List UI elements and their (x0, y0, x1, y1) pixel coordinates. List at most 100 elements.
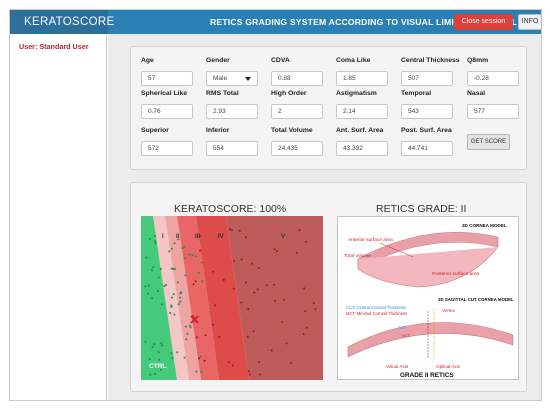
field-total-volume: Total Volume 24.435 (271, 127, 331, 156)
ctrl-point (188, 324, 191, 327)
field-input[interactable]: 2.93 (206, 104, 258, 119)
zone-label-ctrl: CTRL (149, 363, 166, 370)
ctrl-point (184, 325, 187, 328)
posterior-label: Posterior surface area (432, 271, 480, 277)
ctrl-point (169, 312, 172, 314)
field-input[interactable]: 543 (401, 104, 453, 119)
ctrl-point (152, 266, 155, 269)
patient-point (256, 288, 259, 291)
patient-point (246, 335, 249, 338)
visual-axis-label: Visual Axis (386, 364, 409, 369)
field-label: Nasal (467, 90, 486, 97)
field-label: High Order (271, 90, 307, 97)
ctrl-point (191, 254, 194, 257)
zone-label-v: V (281, 234, 285, 240)
ctrl-point (201, 261, 204, 264)
cornea-model-figure: 3D CORNEA MODEL Anterior surface area To… (337, 216, 519, 380)
field-input[interactable]: 43.392 (336, 141, 388, 156)
patient-point (258, 373, 261, 376)
patient-point (198, 357, 200, 360)
ctrl-point (173, 267, 176, 270)
ctrl-point (172, 293, 175, 296)
field-input[interactable]: 1.85 (336, 71, 388, 86)
ctrl-point (160, 342, 163, 345)
zone-label-ii: II (176, 234, 180, 240)
patient-point (198, 235, 201, 238)
ctrl-point (186, 332, 189, 335)
patient-point (211, 323, 214, 326)
ctrl-point (144, 285, 147, 288)
ctrl-point (154, 240, 157, 243)
ctrl-point (145, 256, 148, 259)
field-input[interactable]: -0.28 (467, 71, 519, 86)
field-input[interactable]: 0.88 (271, 71, 323, 86)
patient-point (305, 240, 307, 243)
field-label: Age (141, 57, 154, 64)
ctrl-point (147, 284, 150, 287)
patient-point (232, 287, 235, 290)
patient-point (248, 373, 251, 376)
input-form-panel: GET SCORE Age 57 Gender Male CDVA 0.88 Coma Li… (130, 46, 527, 170)
patient-point (231, 364, 234, 367)
field-input[interactable]: 44.741 (401, 141, 453, 156)
patient-point (232, 259, 235, 262)
ctrl-point (181, 247, 184, 250)
field-input[interactable]: 572 (141, 141, 193, 156)
ctrl-point (151, 297, 154, 300)
ctrl-point (170, 267, 173, 270)
field-input[interactable]: 0.76 (141, 104, 193, 119)
zone-label-iv: IV (218, 234, 224, 240)
field-label: RMS Total (206, 90, 239, 97)
field-input[interactable]: 577 (467, 104, 519, 119)
field-input[interactable]: 2.14 (336, 104, 388, 119)
patient-point (214, 304, 216, 307)
patient-point (285, 342, 288, 345)
ctrl-point (170, 304, 173, 307)
patient-point (314, 308, 317, 311)
patient-point (212, 270, 215, 273)
field-input[interactable]: 554 (206, 141, 258, 156)
app-window: KERATOSCORE RETICS GRADING SYSTEM ACCORD… (9, 9, 542, 401)
top-bar: KERATOSCORE RETICS GRADING SYSTEM ACCORD… (10, 10, 542, 34)
patient-point (258, 360, 261, 363)
info-button[interactable]: INFO (518, 14, 542, 30)
zone-label-iii: III (195, 234, 200, 240)
field-input[interactable]: 2 (271, 104, 323, 119)
vertex-label: Vertex (442, 308, 456, 313)
gender-select[interactable]: Male (206, 71, 258, 86)
field-label: Q8mm (467, 57, 489, 64)
ctrl-point (180, 291, 183, 294)
patient-point (204, 334, 207, 337)
patient-point (265, 284, 268, 287)
ctrl-point (149, 373, 152, 376)
ctrl-point (160, 303, 163, 306)
field-ant-surf-area: Ant. Surf. Area 43.392 (336, 127, 396, 156)
sidebar: User: Standard User (10, 34, 107, 400)
patient-point (227, 361, 230, 364)
keratoscore-chart: I II III IV V CTRL (141, 216, 323, 380)
field-label: Ant. Surf. Area (336, 127, 384, 134)
patient-point (218, 336, 221, 338)
ctrl-point (179, 300, 182, 303)
optical-axis-label: Optical Axis (436, 364, 461, 369)
field-input[interactable]: 507 (401, 71, 453, 86)
ctrl-point (183, 356, 186, 359)
close-session-button[interactable]: Close session (454, 14, 513, 30)
field-label: Temporal (401, 90, 432, 97)
field-input[interactable]: 57 (141, 71, 193, 86)
sagittal-label: 3D SAGITTAL CUT CORNEA MODEL (438, 297, 514, 302)
patient-point (290, 362, 293, 365)
ctrl-point (170, 305, 173, 308)
patient-point (240, 301, 243, 304)
patient-point (247, 308, 250, 310)
ctrl-point (156, 290, 159, 293)
cct-label: CCT: Central Corneal Thickness (346, 305, 406, 310)
field-input[interactable]: 24.435 (271, 141, 323, 156)
zone-iv (196, 216, 249, 380)
zone-v (226, 216, 323, 380)
ctrl-point (157, 351, 160, 354)
ctrl-point (201, 280, 204, 283)
field-high-order: High Order 2 (271, 90, 331, 119)
get-score-button[interactable]: GET SCORE (467, 134, 510, 150)
main-content: GET SCORE Age 57 Gender Male CDVA 0.88 Coma Li… (108, 34, 541, 400)
